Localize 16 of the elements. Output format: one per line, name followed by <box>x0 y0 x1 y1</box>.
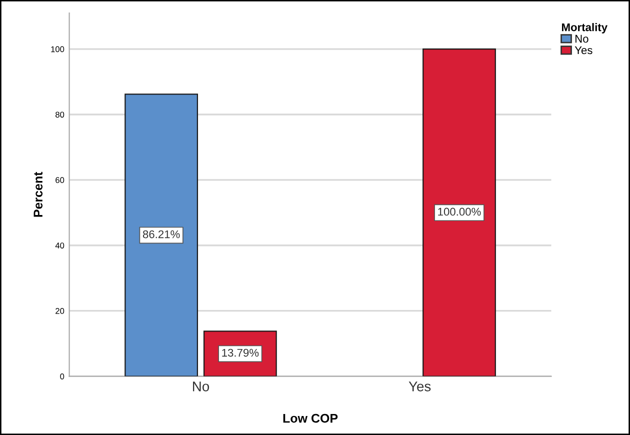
bar <box>422 48 496 376</box>
legend-label: No <box>575 34 588 43</box>
y-axis-title: Percent <box>34 172 43 217</box>
y-tick-label: 20 <box>56 308 64 314</box>
data-label: 100.00% <box>438 208 481 216</box>
legend-label: Yes <box>574 46 592 54</box>
legend-title: Mortality <box>562 23 608 34</box>
y-tick-label: 80 <box>56 112 64 118</box>
y-tick-label: 100 <box>51 46 64 52</box>
bar <box>124 94 198 376</box>
y-tick-label: 40 <box>55 242 64 248</box>
data-label: 13.79% <box>222 348 259 357</box>
x-axis-title: Low COP <box>283 414 338 423</box>
data-label: 86.21% <box>142 230 180 238</box>
y-tick-label: 0 <box>60 373 64 380</box>
y-tick-label: 60 <box>56 177 64 184</box>
